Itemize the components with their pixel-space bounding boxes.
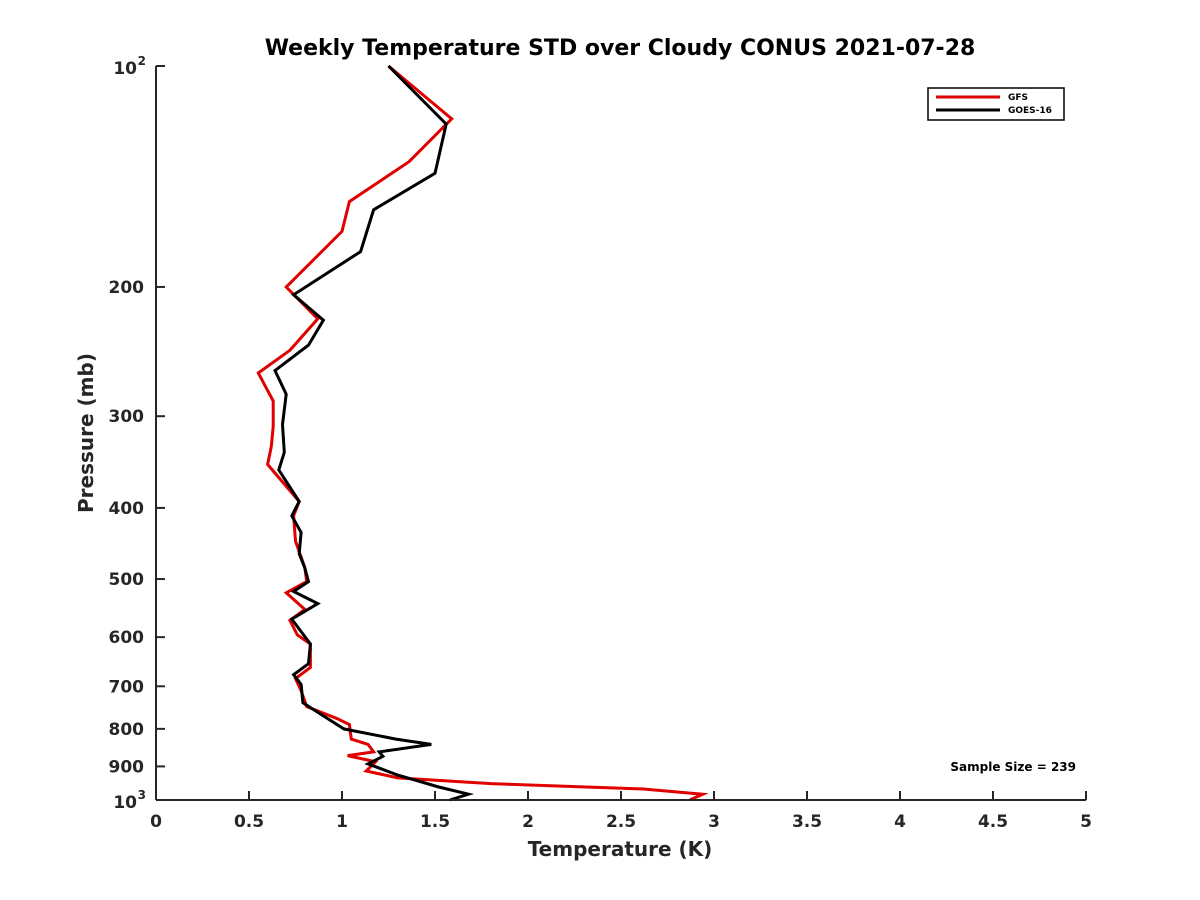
y-tick-base: 10 [113,793,137,813]
y-axis-label: Pressure (mb) [74,353,98,513]
y-tick-label: 300 [109,407,145,427]
y-tick-label: 500 [109,570,145,590]
y-tick-label: 310 [113,788,146,813]
x-tick-label: 4.5 [978,812,1008,832]
x-tick-label: 0.5 [234,812,264,832]
y-tick-label: 900 [109,757,145,777]
legend-box [927,87,1065,121]
x-tick-label: 0 [150,812,162,832]
y-tick-label: 210 [113,54,146,79]
series-line-goes-16 [273,64,475,802]
y-tick-label: 800 [109,720,145,740]
x-tick-label: 1.5 [420,812,450,832]
y-tick-label: 400 [109,499,145,519]
y-tick-base: 10 [113,59,137,79]
sample-size-annotation: Sample Size = 239 [950,760,1076,774]
y-tick-label: 700 [109,677,145,697]
x-axis-label: Temperature (K) [528,837,713,861]
x-tick-label: 3.5 [792,812,822,832]
series-layer [256,64,709,802]
x-tick-label: 1 [336,812,348,832]
y-tick-exponent: 2 [138,54,146,68]
series-line-gfs [256,64,709,802]
x-tick-label: 5 [1080,812,1092,832]
legend: GFS GOES-16 [927,87,1065,121]
chart-title: Weekly Temperature STD over Cloudy CONUS… [265,36,976,61]
x-tick-label: 2.5 [606,812,636,832]
legend-label: GOES-16 [1008,106,1052,116]
y-tick-label: 200 [109,278,145,298]
x-tick-label: 3 [708,812,720,832]
y-tick-exponent: 3 [138,788,146,802]
x-tick-label: 2 [522,812,534,832]
legend-label: GFS [1008,93,1028,103]
x-tick-label: 4 [894,812,906,832]
axes: 0 0.5 1 1.5 2 2.5 3 3.5 4 4.5 52102003004005006007… [109,54,1092,832]
y-tick-label: 600 [109,628,145,648]
